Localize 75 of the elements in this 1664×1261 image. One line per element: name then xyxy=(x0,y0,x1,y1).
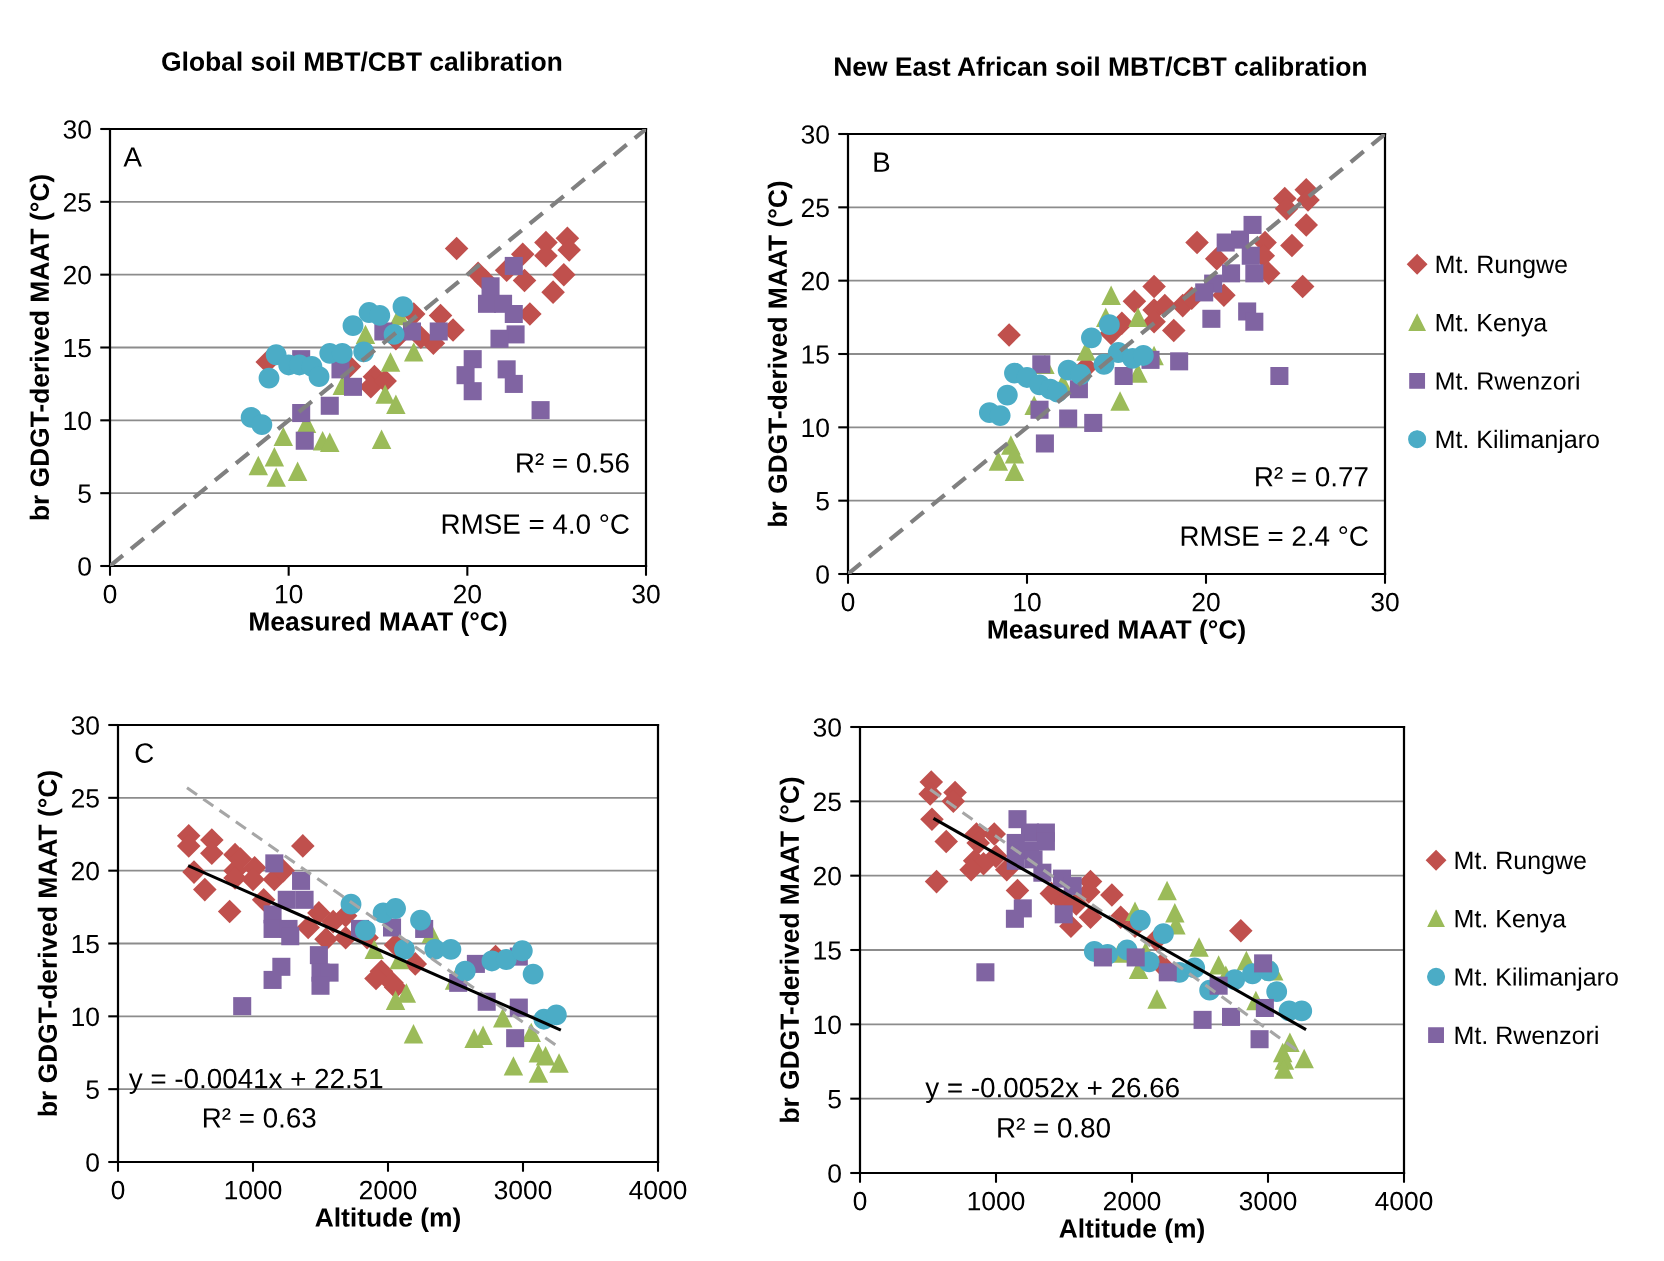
x-tick-label: 2000 xyxy=(1103,1191,1161,1211)
x-tick-label: 20 xyxy=(453,584,481,604)
annotation: R² = 0.56 xyxy=(517,453,629,473)
y-tick-label: 25 xyxy=(63,192,91,212)
x-tick-label: 2000 xyxy=(359,1180,417,1200)
x-tick-label: 30 xyxy=(1371,592,1399,612)
y-tick-label: 10 xyxy=(64,411,91,431)
y-tick-label: 30 xyxy=(63,120,91,139)
annotation: RMSE = 2.4 °C xyxy=(1181,526,1368,546)
x-tick-label: 3000 xyxy=(1239,1191,1297,1211)
y-tick-label: 20 xyxy=(63,265,91,285)
annotation: R² = 0.63 xyxy=(203,1108,316,1128)
y-axis-title: br GDGT-derived MAAT (°C) xyxy=(29,175,55,520)
x-tick-label: 10 xyxy=(1014,592,1041,612)
y-tick-label: 15 xyxy=(802,345,829,364)
legend-label: Mt. Kilimanjaro xyxy=(1436,429,1599,454)
x-tick-label: 3000 xyxy=(494,1180,552,1200)
x-axis-title: Altitude (m) xyxy=(315,1207,460,1233)
y-tick-label: 0 xyxy=(86,1153,99,1172)
annotation: y = -0.0041x + 22.51 xyxy=(128,1068,383,1094)
legend-label: Mt. Rwenzori xyxy=(1436,371,1579,390)
x-tick-label: 0 xyxy=(103,584,117,604)
x-tick-label: 0 xyxy=(841,592,855,612)
y-tick-label: 5 xyxy=(816,492,829,511)
y-tick-label: 30 xyxy=(71,716,99,735)
legend-label: Mt. Kilimanjaro xyxy=(1455,967,1618,991)
x-tick-label: 30 xyxy=(632,584,660,604)
x-tick-label: 20 xyxy=(1192,592,1220,612)
legend-label: Mt. Rwenzori xyxy=(1455,1025,1598,1045)
y-tick-label: 5 xyxy=(86,1080,99,1099)
chart-title: New East African soil MBT/CBT calibration xyxy=(835,56,1366,77)
y-tick-label: 10 xyxy=(814,1015,841,1035)
y-tick-label: 20 xyxy=(813,866,841,886)
legend-label: Mt. Rungwe xyxy=(1455,851,1586,875)
x-tick-label: 4000 xyxy=(629,1180,687,1200)
legend-label: Mt. Rungwe xyxy=(1436,255,1567,279)
y-tick-label: 0 xyxy=(828,1164,841,1183)
annotation: RMSE = 4.0 °C xyxy=(442,514,629,534)
x-axis-title: Measured MAAT (°C) xyxy=(988,619,1245,645)
x-tick-label: 10 xyxy=(276,584,303,604)
legend-label: Mt. Kenya xyxy=(1436,314,1548,337)
annotation: B xyxy=(874,152,890,172)
y-tick-label: 25 xyxy=(801,198,829,218)
y-axis-title: br GDGT-derived MAAT (°C) xyxy=(767,181,793,526)
legend-label: Mt. Kenya xyxy=(1455,910,1567,933)
y-tick-label: 20 xyxy=(801,271,829,291)
x-tick-label: 4000 xyxy=(1375,1191,1433,1211)
x-tick-label: 1000 xyxy=(968,1191,1025,1211)
y-tick-label: 5 xyxy=(828,1090,841,1109)
annotation: R² = 0.77 xyxy=(1256,466,1368,487)
annotation: R² = 0.80 xyxy=(998,1117,1110,1138)
y-tick-label: 5 xyxy=(78,484,91,503)
x-tick-label: 0 xyxy=(111,1180,125,1200)
y-tick-label: 30 xyxy=(813,718,841,737)
y-axis-title: br GDGT-derived MAAT (°C) xyxy=(37,771,63,1116)
x-tick-label: 0 xyxy=(853,1191,867,1211)
x-tick-label: 1000 xyxy=(225,1180,282,1200)
y-tick-label: 25 xyxy=(71,788,99,808)
y-tick-label: 15 xyxy=(64,338,91,358)
y-tick-label: 25 xyxy=(813,792,841,812)
annotation: A xyxy=(123,147,142,167)
annotation: C xyxy=(135,743,154,763)
annotation: y = -0.0052x + 26.66 xyxy=(925,1077,1179,1103)
y-tick-label: 10 xyxy=(802,418,829,438)
y-tick-label: 10 xyxy=(72,1007,99,1027)
y-tick-label: 15 xyxy=(72,934,99,954)
y-axis-title: br GDGT-derived MAAT (°C) xyxy=(779,777,805,1122)
y-tick-label: 15 xyxy=(814,941,841,960)
x-axis-title: Measured MAAT (°C) xyxy=(250,611,507,637)
y-tick-label: 0 xyxy=(816,565,829,584)
y-tick-label: 30 xyxy=(801,125,829,144)
y-tick-label: 0 xyxy=(78,557,91,576)
x-axis-title: Altitude (m) xyxy=(1059,1218,1204,1244)
chart-title: Global soil MBT/CBT calibration xyxy=(162,51,562,72)
y-tick-label: 20 xyxy=(71,861,99,881)
